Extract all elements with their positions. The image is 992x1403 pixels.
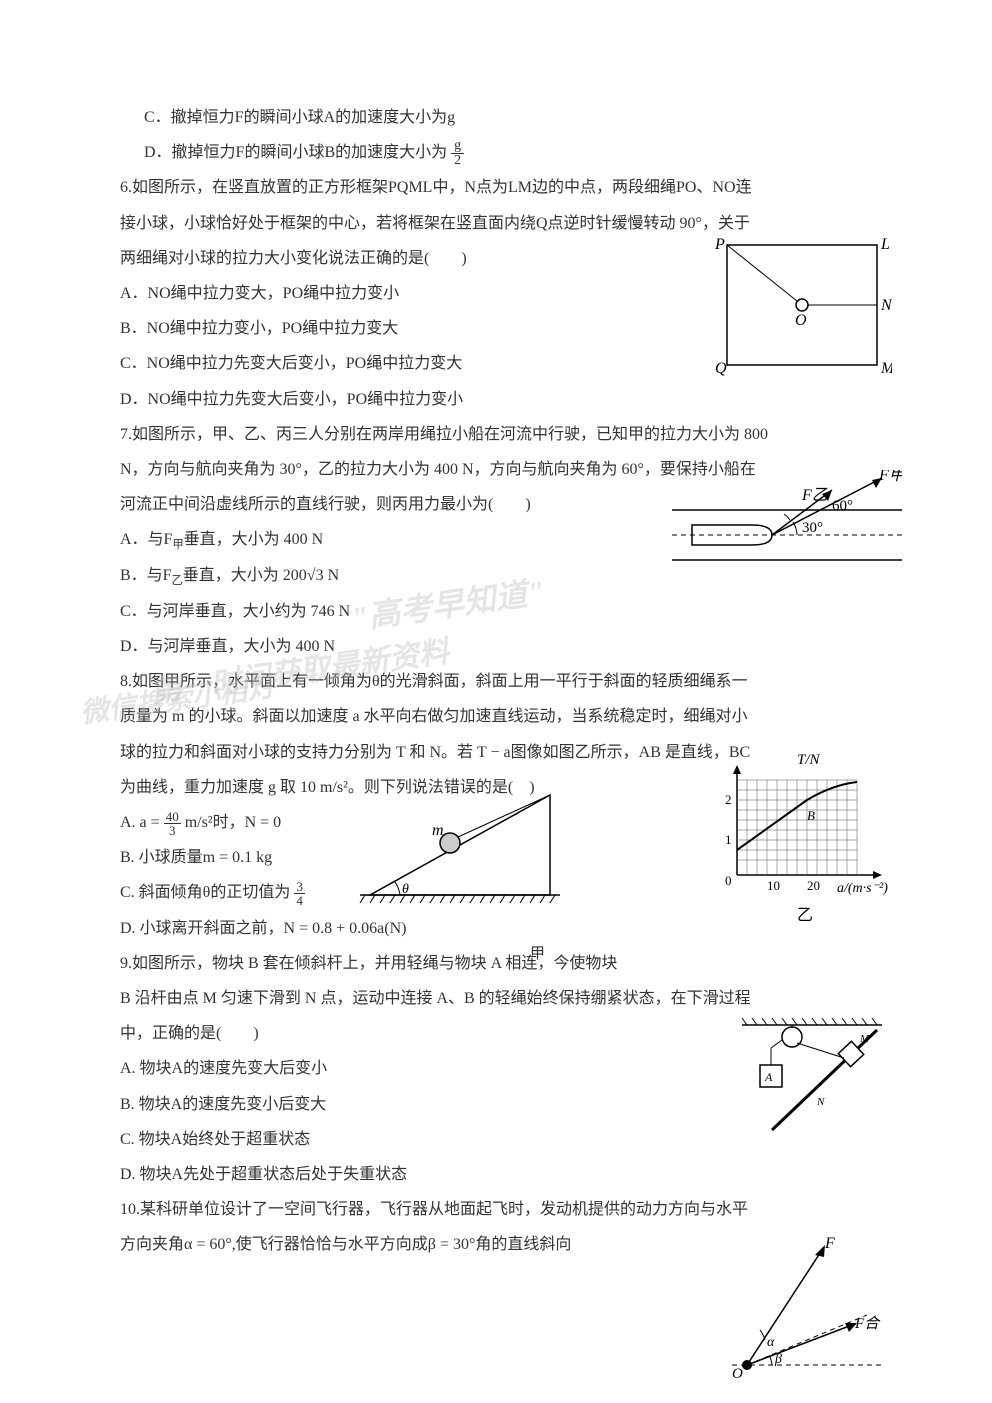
- q6-stem-1: 6.如图所示，在竖直放置的正方形框架PQML中，N点为LM边的中点，两段细绳PO…: [120, 170, 872, 205]
- q6-opt-c: C．NO绳中拉力先变大后变小，PO绳中拉力变大: [120, 346, 872, 381]
- q7-opt-d: D．与河岸垂直，大小为 400 N: [120, 629, 872, 664]
- label-M: M: [880, 360, 892, 377]
- label-M: M: [859, 1033, 870, 1045]
- label-beta: β: [774, 1352, 782, 1367]
- q8-opt-a-2: m/s²时，N = 0: [185, 814, 282, 831]
- q6-opt-b: B．NO绳中拉力变小，PO绳中拉力变大: [120, 311, 872, 346]
- q9-stem-1: 9.如图所示，物块 B 套在倾斜杆上，并用轻绳与物块 A 相连，今使物块 甲: [120, 946, 872, 981]
- figure-q10: F F合 α β O: [712, 1230, 892, 1393]
- q8-opt-d: D. 小球离开斜面之前，N = 0.8 + 0.06a(N): [120, 911, 872, 946]
- label-60: 60°: [832, 498, 853, 514]
- q6-opt-d: D．NO绳中拉力先变大后变小，PO绳中拉力变小: [120, 382, 872, 417]
- label-P: P: [714, 236, 725, 253]
- option-d: D．撤掉恒力F的瞬间小球B的加速度大小为 g 2: [120, 135, 872, 170]
- option-d-text: D．撤掉恒力F的瞬间小球B的加速度大小为: [144, 144, 447, 161]
- q7-opt-b: B．与F乙垂直，大小为 200√3 N: [120, 558, 872, 594]
- fraction-g2: g 2: [451, 139, 464, 168]
- q8-stem-2: 质量为 m 的小球。斜面以加速度 a 水平向右做匀加速直线运动，当系统稳定时，细…: [120, 699, 872, 734]
- q9-opt-d: D. 物块A先处于超重状态后处于失重状态: [120, 1157, 872, 1192]
- q8-stem-1: 8.如图甲所示，水平面上有一倾角为θ的光滑斜面，斜面上用一平行于斜面的轻质细绳系…: [120, 664, 872, 699]
- q7-opt-b-2: 垂直，大小为 200√3 N: [183, 567, 339, 584]
- label-Fhe: F合: [854, 1315, 881, 1332]
- q7-opt-c: C．与河岸垂直，大小约为 746 N: [120, 594, 872, 629]
- label-Fjia: F甲: [878, 470, 902, 484]
- q7-stem-1: 7.如图所示，甲、乙、丙三人分别在两岸用绳拉小船在河流中行驶，已知甲的拉力大小为…: [120, 417, 872, 452]
- q7-opt-a: A．与F甲垂直，大小为 400 N: [120, 522, 872, 558]
- q8-opt-a: A. a = 40 3 m/s²时，N = 0: [120, 805, 872, 840]
- label-O10: O: [732, 1366, 743, 1380]
- q8-opt-b: B. 小球质量m = 0.1 kg: [120, 840, 872, 875]
- q7-opt-a-1: A．与F: [120, 531, 172, 548]
- q8-opt-a-1: A. a =: [120, 814, 164, 831]
- q10-stem-1: 10.某科研单位设计了一空间飞行器，飞行器从地面起飞时，发动机提供的动力方向与水…: [120, 1192, 872, 1227]
- label-N: N: [880, 297, 892, 314]
- label-F: F: [824, 1235, 835, 1252]
- q7-opt-a-2: 垂直，大小为 400 N: [184, 531, 324, 548]
- ylabel: T/N: [797, 752, 821, 768]
- q8-opt-c: C. 斜面倾角θ的正切值为 3 4: [120, 875, 872, 910]
- caption-jia: 甲: [530, 938, 545, 971]
- label-L: L: [880, 236, 890, 253]
- q9-opt-c: C. 物块A始终处于超重状态: [120, 1122, 872, 1157]
- label-alpha: α: [767, 1335, 775, 1350]
- fraction-403: 40 3: [164, 810, 181, 837]
- option-c: C．撤掉恒力F的瞬间小球A的加速度大小为g: [120, 100, 872, 135]
- fraction-34: 3 4: [294, 880, 305, 907]
- q9-opt-b: B. 物块A的速度先变小后变大: [120, 1087, 872, 1122]
- q8-opt-c-1: C. 斜面倾角θ的正切值为: [120, 884, 290, 901]
- figure-q10-svg: F F合 α β O: [712, 1230, 892, 1380]
- label-Fyi: F乙: [801, 487, 828, 504]
- q7-opt-b-1: B．与F: [120, 567, 172, 584]
- q9-opt-a: A. 物块A的速度先变大后变小: [120, 1051, 872, 1086]
- q6-opt-a: A．NO绳中拉力变大，PO绳中拉力变小: [120, 276, 872, 311]
